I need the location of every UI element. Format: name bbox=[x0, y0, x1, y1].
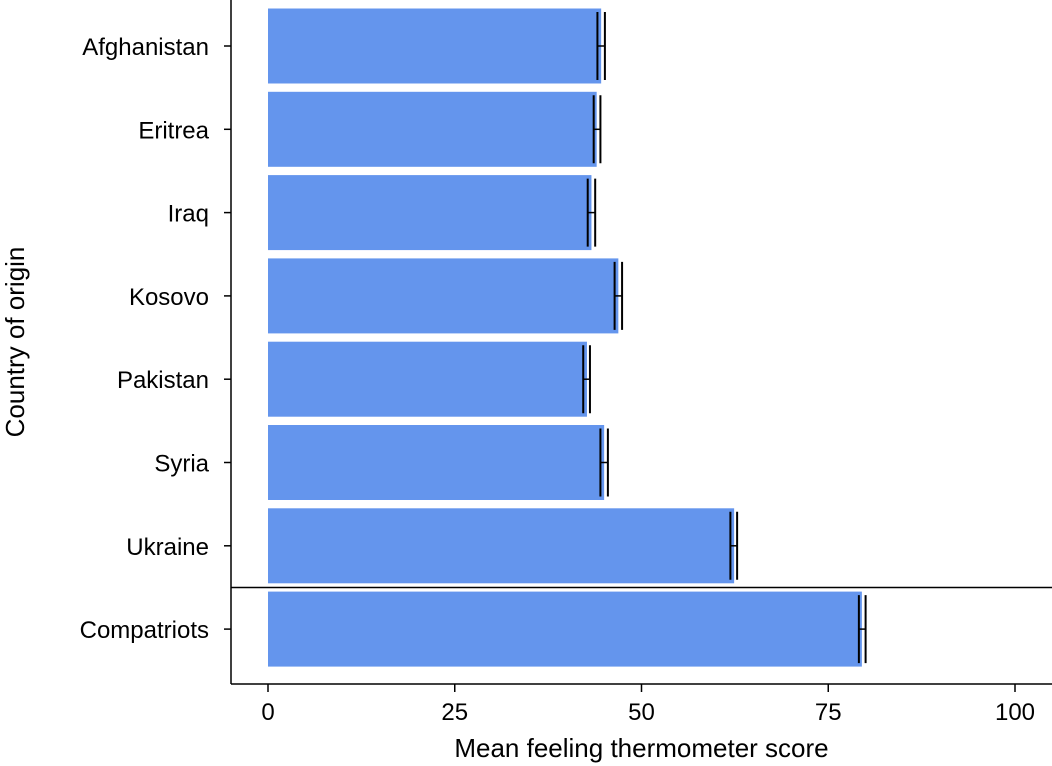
y-tick-label-compatriots: Compatriots bbox=[80, 617, 209, 644]
x-tick-label: 25 bbox=[441, 699, 468, 726]
error-bar-iraq bbox=[586, 178, 597, 247]
y-tick-label-afghanistan: Afghanistan bbox=[82, 34, 209, 61]
y-tick-label-eritrea: Eritrea bbox=[138, 117, 209, 144]
y-tick-label-syria: Syria bbox=[154, 451, 209, 478]
y-axis-title: Country of origin bbox=[0, 247, 30, 438]
x-ticks-group: 0 25 50 75 100 bbox=[261, 684, 1035, 726]
error-bar-compatriots bbox=[857, 595, 867, 664]
error-bar-pakistan bbox=[582, 345, 591, 414]
bars-group bbox=[268, 8, 862, 667]
bar-ukraine bbox=[268, 508, 735, 584]
y-tick-label-ukraine: Ukraine bbox=[126, 534, 209, 561]
bar-compatriots bbox=[268, 591, 862, 667]
y-ticks-group: Afghanistan Eritrea Iraq Kosovo Pakistan Syri… bbox=[80, 34, 231, 644]
x-tick-label: 75 bbox=[815, 699, 842, 726]
y-tick-label-kosovo: Kosovo bbox=[129, 284, 209, 311]
bar-kosovo bbox=[268, 258, 619, 334]
error-bar-ukraine bbox=[729, 511, 739, 580]
error-bar-eritrea bbox=[592, 95, 602, 164]
bar-pakistan bbox=[268, 341, 587, 417]
x-tick-label: 100 bbox=[995, 699, 1035, 726]
error-bar-kosovo bbox=[613, 261, 624, 330]
y-tick-label-pakistan: Pakistan bbox=[117, 367, 209, 394]
x-tick-label: 50 bbox=[628, 699, 655, 726]
y-tick-label-iraq: Iraq bbox=[168, 201, 209, 228]
bar-syria bbox=[268, 425, 605, 500]
error-bar-syria bbox=[599, 428, 609, 497]
bar-iraq bbox=[268, 175, 592, 251]
x-axis-title: Mean feeling thermometer score bbox=[454, 733, 828, 763]
error-bars-group bbox=[582, 12, 867, 664]
error-bar-afghanistan bbox=[596, 12, 606, 80]
bar-afghanistan bbox=[268, 8, 602, 84]
bar-eritrea bbox=[268, 91, 597, 167]
x-tick-label: 0 bbox=[261, 699, 274, 726]
